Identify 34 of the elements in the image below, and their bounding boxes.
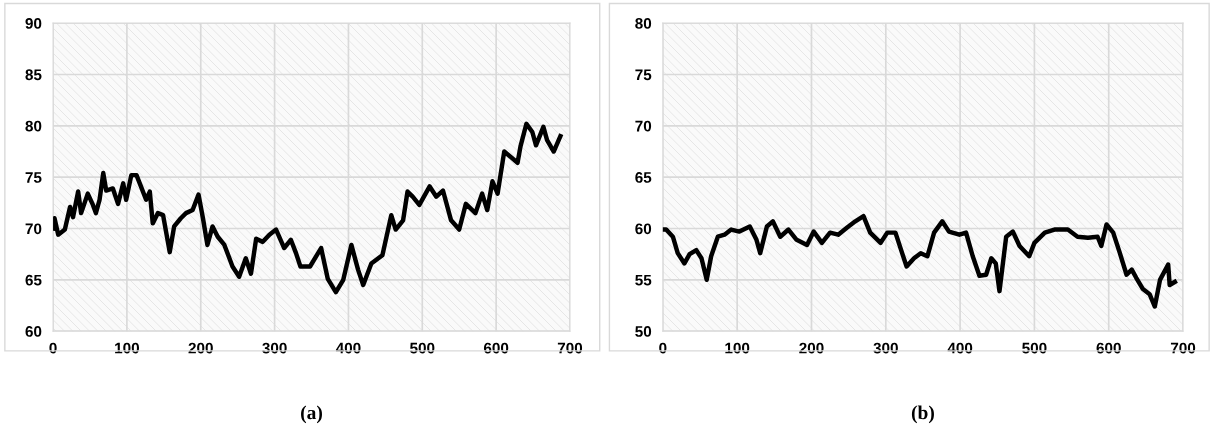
text: (a): [301, 405, 322, 424]
text: (b): [911, 405, 934, 424]
y-tick-label: 55: [635, 274, 652, 286]
x-tick-label: 600: [1096, 342, 1121, 354]
line-series: [662, 213, 1178, 309]
x-tick-label: 200: [188, 342, 213, 354]
y-tick-label: 85: [25, 69, 42, 81]
y-tick-label: 80: [635, 18, 652, 29]
x-tick-label: 300: [873, 342, 898, 354]
x-tick-label: 400: [335, 342, 361, 354]
line-series: [53, 121, 563, 295]
x-tick-label: 300: [262, 342, 287, 354]
y-tick-label: 65: [635, 172, 652, 183]
y-tick-label: 60: [635, 223, 652, 235]
x-tick-label: 500: [1022, 342, 1047, 354]
x-tick-label: 100: [725, 342, 750, 354]
y-tick-label: 50: [635, 326, 652, 337]
y-tick-label: 90: [25, 18, 42, 29]
x-tick-label: 600: [483, 342, 509, 354]
y-tick-label: 65: [25, 274, 42, 286]
y-tick-label: 60: [25, 326, 42, 337]
y-tick-label: 80: [25, 120, 42, 132]
x-tick-label: 0: [49, 342, 57, 354]
x-tick-label: 500: [410, 342, 435, 354]
x-tick-label: 700: [1170, 342, 1196, 354]
x-tick-label: 200: [799, 342, 824, 354]
y-tick-label: 75: [25, 172, 42, 183]
x-tick-label: 700: [557, 342, 583, 354]
x-tick-label: 0: [659, 342, 667, 354]
y-tick-label: 70: [25, 223, 42, 235]
y-tick-label: 75: [635, 69, 652, 81]
x-tick-label: 400: [947, 342, 973, 354]
x-tick-label: 100: [115, 342, 140, 354]
y-tick-label: 70: [635, 120, 652, 132]
